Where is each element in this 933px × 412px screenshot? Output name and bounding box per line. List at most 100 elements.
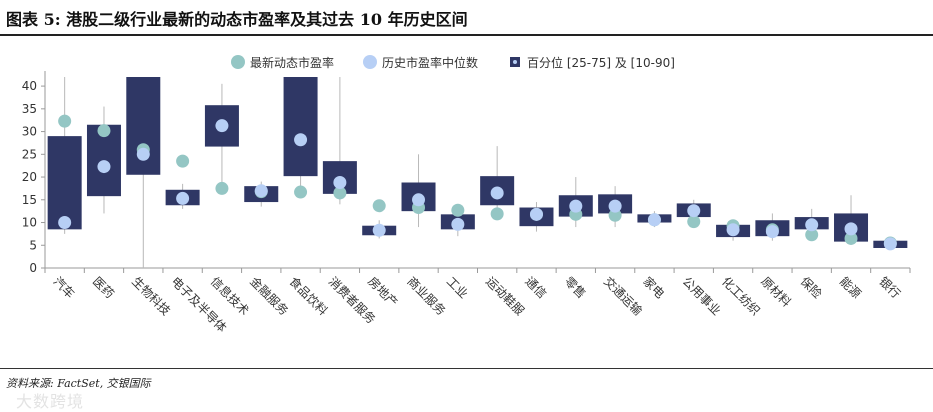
chart-title: 图表 5: 港股二级行业最新的动态市盈率及其过去 10 年历史区间 xyxy=(6,10,468,29)
latest-dot xyxy=(805,228,819,242)
box-group xyxy=(47,77,82,234)
median-dot xyxy=(765,225,779,239)
box xyxy=(47,136,82,230)
median-dot xyxy=(844,222,858,236)
latest-dot xyxy=(333,186,347,200)
latest-dot xyxy=(608,208,622,222)
y-tick-label: 10 xyxy=(22,216,37,230)
latest-dot xyxy=(490,207,504,221)
legend-median-dot xyxy=(363,55,377,69)
legend: 最新动态市盈率 历史市盈率中位数 百分位 [25-75] 及 [10-90] xyxy=(231,55,675,70)
legend-label: 最新动态市盈率 xyxy=(250,55,334,70)
median-dot xyxy=(412,193,426,207)
title-rule xyxy=(0,34,933,36)
latest-dot xyxy=(451,203,465,217)
median-dot xyxy=(97,160,111,174)
median-dot xyxy=(451,217,465,231)
box-group xyxy=(834,195,869,245)
x-tick-label: 家电 xyxy=(640,274,668,302)
source-note: 资料来源: FactSet, 交银国际 xyxy=(6,377,151,390)
median-dot xyxy=(805,218,819,232)
legend-label: 百分位 [25-75] 及 [10-90] xyxy=(527,55,675,70)
median-dot xyxy=(254,184,268,198)
box-group xyxy=(794,208,829,242)
x-tick-label: 生物科技 xyxy=(129,274,173,318)
watermark: 大数跨境 xyxy=(16,392,85,411)
box-group xyxy=(480,146,515,221)
y-tick-label: 35 xyxy=(22,102,37,116)
median-dot xyxy=(490,186,504,200)
chart: 最新动态市盈率 历史市盈率中位数 百分位 [25-75] 及 [10-90] 0 5 1… xyxy=(22,55,911,335)
x-tick-label: 保险 xyxy=(798,274,826,302)
latest-dot xyxy=(372,199,386,213)
latest-dot xyxy=(176,154,190,168)
latest-dot xyxy=(215,181,229,195)
median-dot xyxy=(883,237,897,251)
box-group xyxy=(204,83,239,195)
x-tick-label: 汽车 xyxy=(51,274,79,302)
legend-latest: 最新动态市盈率 xyxy=(231,55,334,70)
box-group xyxy=(244,181,279,207)
x-tick-label: 能源 xyxy=(837,274,864,301)
box-group xyxy=(165,154,200,209)
latest-dot xyxy=(58,114,72,128)
median-dot xyxy=(333,176,347,190)
box-group xyxy=(755,213,790,241)
x-tick-label: 食品饮料 xyxy=(286,274,331,319)
y-axis: 0 5 10 15 20 25 30 35 40 xyxy=(22,71,46,275)
y-tick-label: 5 xyxy=(29,238,37,252)
x-tick-label: 零售 xyxy=(562,274,590,302)
median-dot xyxy=(647,213,661,227)
legend-percentile: 百分位 [25-75] 及 [10-90] xyxy=(510,55,675,70)
box-group xyxy=(126,77,161,268)
x-tick-label: 银行 xyxy=(876,274,903,301)
legend-label: 历史市盈率中位数 xyxy=(382,55,478,70)
chart-marks xyxy=(47,77,908,268)
box-group xyxy=(873,236,908,251)
box-group xyxy=(676,199,711,229)
x-tick-label: 交通运输 xyxy=(601,274,646,319)
median-dot xyxy=(569,199,583,213)
y-tick-label: 0 xyxy=(29,261,37,275)
x-tick-label: 商业服务 xyxy=(404,274,449,319)
box-group xyxy=(637,211,672,228)
latest-dot xyxy=(687,215,701,229)
median-dot xyxy=(136,147,150,161)
latest-dot xyxy=(97,124,111,138)
box-group xyxy=(716,219,751,241)
legend-latest-dot xyxy=(231,55,245,69)
median-dot xyxy=(608,199,622,213)
median-dot xyxy=(372,223,386,237)
box-group xyxy=(86,106,121,214)
box-group xyxy=(519,202,554,232)
box-group xyxy=(322,77,357,205)
x-tick-label: 金融服务 xyxy=(247,274,292,319)
legend-median: 历史市盈率中位数 xyxy=(363,55,478,70)
box-group xyxy=(598,186,633,228)
x-tick-label: 通信 xyxy=(522,274,549,301)
y-tick-label: 20 xyxy=(22,170,37,184)
y-tick-label: 40 xyxy=(22,79,37,93)
median-dot xyxy=(687,204,701,218)
box-group xyxy=(283,77,318,199)
latest-dot xyxy=(844,231,858,245)
x-tick-label: 房地产 xyxy=(365,274,401,310)
source-rule xyxy=(0,368,933,369)
x-tick-label: 原材料 xyxy=(758,274,793,309)
box-group xyxy=(362,199,397,239)
box xyxy=(283,77,318,177)
median-dot xyxy=(294,133,308,147)
x-tick-label: 医药 xyxy=(90,274,117,301)
latest-dot xyxy=(294,185,308,199)
median-dot xyxy=(215,119,229,133)
median-dot xyxy=(58,216,72,230)
median-dot xyxy=(176,191,190,205)
x-tick-label: 工业 xyxy=(444,274,471,301)
box-group xyxy=(558,177,593,228)
median-dot xyxy=(529,207,543,221)
x-tick-label: 公用事业 xyxy=(680,274,724,318)
legend-box-dot xyxy=(513,60,517,64)
median-dot xyxy=(726,223,740,237)
x-tick-label: 化工纺织 xyxy=(719,274,763,318)
